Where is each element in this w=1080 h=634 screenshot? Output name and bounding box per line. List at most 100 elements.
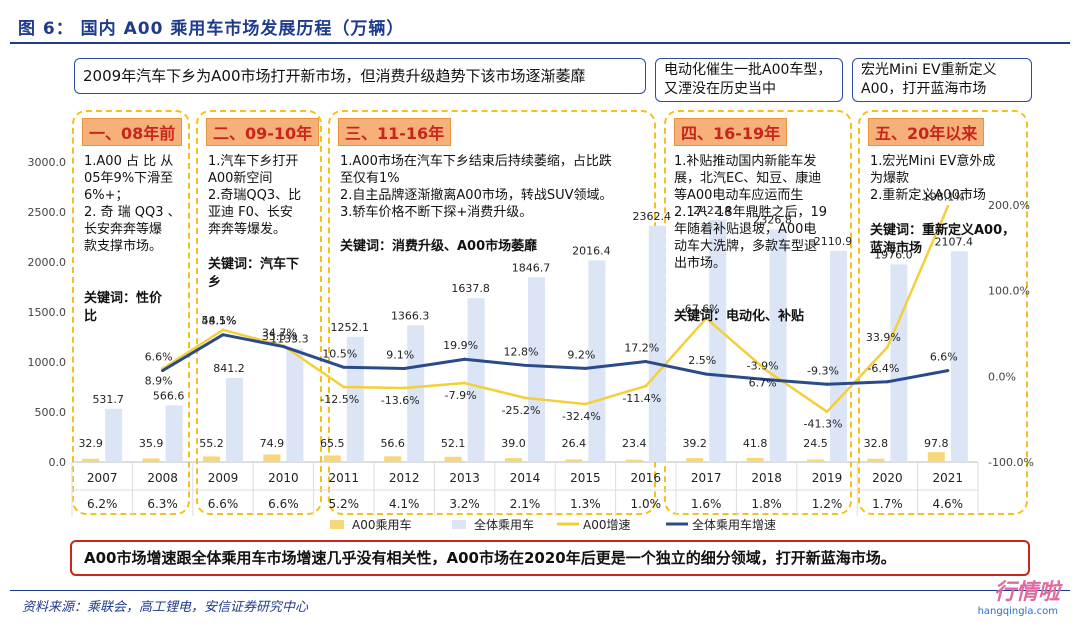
x-tick-label: 2012 [389,471,420,485]
total-bar [528,277,545,462]
total-growth-label: 9.1% [386,348,414,361]
total-bar [709,219,727,462]
a00-growth-point [342,385,346,389]
total-growth-point [221,333,225,337]
total-bar [648,225,666,462]
total-bar-label: 2107.4 [935,235,974,248]
a00-bar-label: 32.8 [864,437,889,450]
total-growth-label: 6.6% [145,351,173,364]
total-growth-point [342,365,346,369]
share-cell: 1.2% [812,497,843,511]
total-growth-label: -3.9% [747,360,779,373]
banner-2: 电动化催生一批A00车型，又湮没在历史当中 [655,58,843,102]
total-bar [407,325,425,462]
a00-growth-point [946,204,950,208]
a00-bar [686,458,704,462]
a00-bar [444,456,462,462]
total-bar-label: 566.6 [153,389,185,402]
right-axis-tick: 100.0% [988,285,1030,298]
period-keyword-2: 关键词：汽车下 乡 [208,257,300,290]
total-growth-label: 48.5% [202,315,237,328]
left-axis-tick: 2000.0 [28,256,67,269]
total-bar [890,264,908,462]
share-cell: 1.8% [751,497,782,511]
a00-bar-label: 26.4 [562,437,587,450]
period-keyword-5: 关键词：重新定义A00， 蓝海市场 [870,223,1016,256]
a00-bar-label: 39.0 [501,437,526,450]
period-title-4: 四、16-19年 [674,118,788,146]
x-tick-label: 2013 [449,471,480,485]
total-bar [226,377,243,462]
banner-3: 宏光Mini EV重新定义A00，打开蓝海市场 [852,58,1032,102]
period-title-1: 一、08年前 [82,118,183,146]
right-axis-tick: 200.0% [988,199,1030,212]
right-axis-tick: 0.0% [988,370,1016,383]
total-bar [588,260,606,462]
share-cell: 1.6% [691,497,722,511]
a00-bar-label: 32.9 [78,437,103,450]
legend-swatch [452,520,466,529]
a00-growth-point [885,345,889,349]
total-bar-label: 2326.8 [753,213,792,226]
total-bar [286,348,304,462]
x-tick-label: 2019 [812,471,843,485]
a00-growth-point [825,410,829,414]
total-growth-label: 12.8% [504,345,539,358]
legend-swatch [330,520,344,529]
share-cell: 2.1% [510,497,541,511]
share-cell: 6.3% [147,497,178,511]
a00-bar-label: 65.5 [320,437,345,450]
watermark-url: hangqingla.com [977,606,1058,617]
a00-growth-point [704,316,708,320]
x-tick-label: 2009 [208,471,239,485]
a00-growth-point [523,396,527,400]
left-axis-tick: 3000.0 [28,156,67,169]
x-tick-label: 2021 [933,471,964,485]
a00-growth-label: -13.6% [381,394,420,407]
title-rule [10,42,1070,44]
period-keyword-4: 关键词：电动化、补贴 [674,309,805,324]
legend-label: 全体乘用车增速 [692,517,776,532]
share-cell: 3.2% [449,497,480,511]
total-growth-point [644,360,648,364]
a00-bar-label: 23.4 [622,437,647,450]
a00-growth-label: 8.9% [145,375,173,388]
period-note-1: 1.A00 占 比 从 05年9%下滑至 6%+； 2. 奇 瑞 QQ3 、 长… [84,154,181,254]
share-cell: 6.2% [87,497,118,511]
total-bar-label: 1976.0 [874,248,913,261]
period-title-3: 三、11-16年 [338,118,452,146]
a00-bar [565,459,583,462]
total-bar-label: 1846.7 [512,261,551,274]
x-tick-label: 2017 [691,471,722,485]
a00-growth-point [221,328,225,332]
source-rule [10,590,1070,591]
x-tick-label: 2016 [631,471,662,485]
total-growth-label: -9.3% [807,364,839,377]
total-bar [769,229,787,462]
a00-growth-point [644,384,648,388]
a00-growth-label: 35.5% [262,330,297,343]
a00-growth-label: 54.1% [202,314,237,327]
total-growth-point [946,369,950,373]
total-bar-label: 2110.9 [814,235,853,248]
a00-bar [323,455,341,462]
period-frame-1 [72,110,190,515]
total-growth-label: 9.2% [567,348,595,361]
share-cell: 6.6% [208,497,239,511]
a00-bar [142,458,160,462]
total-growth-label: -6.4% [867,362,899,375]
a00-growth-line [161,205,949,413]
a00-growth-label: 67.6% [685,302,720,315]
x-tick-label: 2008 [147,471,178,485]
total-growth-point [402,366,406,370]
a00-growth-point [765,369,769,373]
total-growth-label: 34.7% [262,327,297,340]
period-title-5: 五、20年以来 [868,118,985,146]
period-title-2: 二、09-10年 [206,118,320,146]
total-growth-label: 19.9% [443,339,478,352]
share-cell: 5.2% [329,497,360,511]
total-bar [467,298,485,462]
share-cell: 4.6% [933,497,964,511]
a00-growth-label: -12.5% [320,393,359,406]
period-note-5: 1.宏光Mini EV意外成 为爆款 2.重新定义A00市场 [870,154,996,203]
